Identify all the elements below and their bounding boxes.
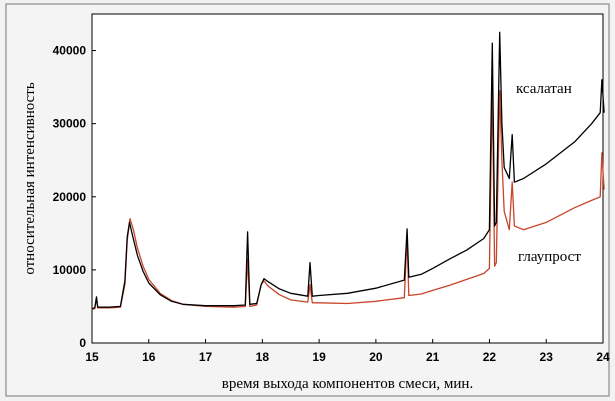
x-axis: 15 16 17 18 19 20 21 22 23 24 bbox=[85, 339, 610, 364]
y-axis: 0 10000 20000 30000 40000 bbox=[53, 44, 96, 350]
series-line-ksalatan bbox=[91, 31, 605, 310]
x-tick-label-16: 16 bbox=[142, 350, 156, 364]
x-tick-label-21: 21 bbox=[426, 350, 440, 364]
plot-area bbox=[91, 13, 604, 344]
x-tick-label-23: 23 bbox=[540, 350, 554, 364]
series-line-glauprost bbox=[91, 86, 605, 311]
series-group bbox=[91, 31, 605, 311]
y-axis-title: относительная интенсивность bbox=[22, 82, 38, 274]
x-tick-label-22: 22 bbox=[483, 350, 497, 364]
series-label-ksalatan: ксалатан bbox=[516, 81, 572, 97]
x-tick-label-17: 17 bbox=[199, 350, 213, 364]
y-tick-label-0: 0 bbox=[79, 336, 86, 350]
y-tick-label-40000: 40000 bbox=[53, 44, 87, 58]
x-axis-title: время выхода компонентов смеси, мин. bbox=[222, 376, 473, 392]
y-tick-label-10000: 10000 bbox=[53, 263, 87, 277]
x-tick-label-19: 19 bbox=[312, 350, 326, 364]
x-tick-label-15: 15 bbox=[85, 350, 99, 364]
x-tick-label-18: 18 bbox=[256, 350, 270, 364]
y-tick-label-20000: 20000 bbox=[53, 190, 87, 204]
y-tick-label-30000: 30000 bbox=[53, 117, 87, 131]
series-label-glauprost: глаупрост bbox=[518, 249, 581, 265]
x-tick-label-24: 24 bbox=[596, 350, 610, 364]
x-tick-label-20: 20 bbox=[369, 350, 383, 364]
